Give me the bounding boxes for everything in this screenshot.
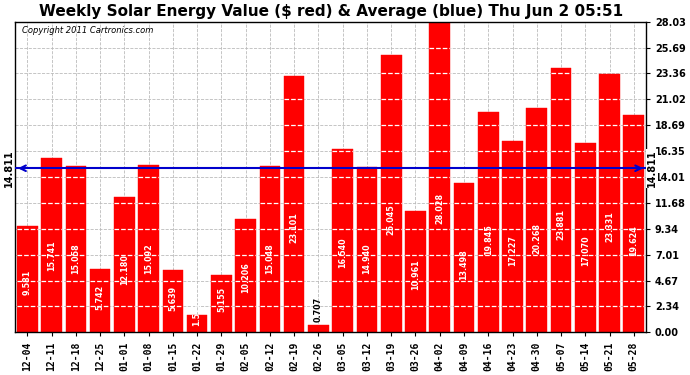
Bar [259, 166, 280, 332]
Text: 14.811: 14.811 [4, 150, 14, 187]
Bar [551, 68, 571, 332]
Text: Copyright 2011 Cartronics.com: Copyright 2011 Cartronics.com [21, 26, 153, 35]
Text: 23.331: 23.331 [605, 211, 614, 242]
Bar [235, 219, 256, 332]
Text: 13.498: 13.498 [460, 249, 469, 280]
Text: 28.028: 28.028 [435, 193, 444, 224]
Bar [429, 22, 450, 332]
Bar [502, 141, 523, 332]
Text: 19.624: 19.624 [629, 225, 638, 256]
Text: 20.268: 20.268 [532, 223, 541, 254]
Text: 17.070: 17.070 [581, 236, 590, 266]
Bar [138, 165, 159, 332]
Text: 12.180: 12.180 [120, 254, 129, 285]
Text: 25.045: 25.045 [386, 204, 395, 235]
Bar [114, 197, 135, 332]
Bar [163, 270, 183, 332]
Text: 23.881: 23.881 [557, 209, 566, 240]
Text: 5.742: 5.742 [96, 285, 105, 310]
Bar [381, 55, 402, 332]
Text: 9.581: 9.581 [23, 270, 32, 295]
Text: 5.155: 5.155 [217, 287, 226, 312]
Text: 15.741: 15.741 [47, 241, 56, 272]
Bar [333, 149, 353, 332]
Text: 15.048: 15.048 [266, 243, 275, 274]
Bar [624, 115, 644, 332]
Bar [454, 183, 474, 332]
Bar [17, 226, 38, 332]
Bar [308, 325, 328, 332]
Title: Weekly Solar Energy Value ($ red) & Average (blue) Thu Jun 2 05:51: Weekly Solar Energy Value ($ red) & Aver… [39, 4, 622, 19]
Bar [357, 167, 377, 332]
Bar [41, 158, 62, 332]
Bar [66, 165, 86, 332]
Text: 19.845: 19.845 [484, 225, 493, 255]
Text: 1.577: 1.577 [193, 301, 201, 326]
Text: 10.961: 10.961 [411, 259, 420, 290]
Text: 17.227: 17.227 [508, 235, 517, 266]
Bar [405, 211, 426, 332]
Bar [478, 112, 499, 332]
Text: 16.540: 16.540 [338, 238, 347, 268]
Bar [90, 269, 110, 332]
Bar [599, 74, 620, 332]
Bar [526, 108, 547, 332]
Text: 14.811: 14.811 [647, 150, 657, 187]
Text: 23.101: 23.101 [290, 212, 299, 243]
Text: 15.092: 15.092 [144, 243, 153, 274]
Text: 5.639: 5.639 [168, 285, 177, 310]
Bar [284, 76, 304, 332]
Text: 14.940: 14.940 [362, 244, 371, 274]
Bar [187, 315, 208, 332]
Text: 15.058: 15.058 [71, 243, 80, 274]
Text: 0.707: 0.707 [314, 297, 323, 322]
Bar [211, 275, 232, 332]
Text: 10.206: 10.206 [241, 262, 250, 293]
Bar [575, 143, 595, 332]
